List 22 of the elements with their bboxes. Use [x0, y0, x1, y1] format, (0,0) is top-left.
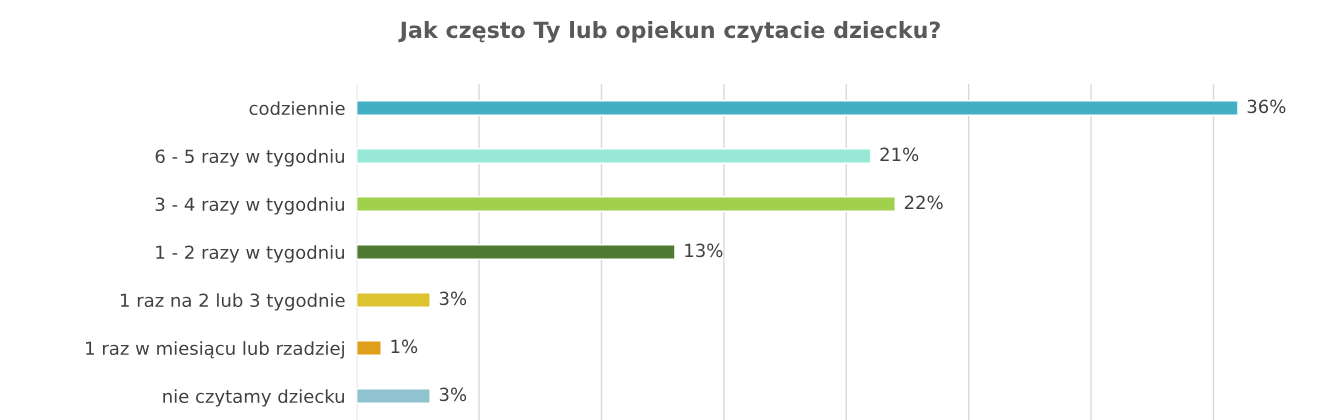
y-tick-label: nie czytamy dziecku [163, 389, 344, 407]
y-tick-label: 1 - 2 razy w tygodniu [156, 245, 344, 263]
bar [356, 244, 676, 260]
y-tick-label: codziennie [249, 101, 345, 116]
y-tick-label: 6 - 5 razy w tygodniu [155, 149, 344, 167]
data-label: 3% [439, 291, 467, 306]
bar [356, 148, 872, 164]
bar [356, 388, 431, 404]
bar [356, 196, 896, 212]
bar [356, 100, 1239, 116]
chart-title: Jak często Ty lub opiekun czytacie dziecku? [398, 21, 940, 43]
data-label: 1% [391, 339, 418, 354]
y-tick-label: 3 - 4 razy w tygodniu [155, 197, 344, 215]
data-label: 36% [1247, 99, 1286, 114]
y-tick-label: 1 raz na 2 lub 3 tygodnie [120, 293, 345, 311]
data-label: 21% [880, 147, 919, 162]
data-label: 3% [439, 387, 467, 402]
data-label: 22% [904, 195, 943, 210]
y-tick-label: 1 raz w miesiącu lub rzadziej [86, 341, 344, 359]
bar [356, 340, 382, 356]
bar [356, 292, 431, 308]
data-label: 13% [685, 243, 723, 258]
